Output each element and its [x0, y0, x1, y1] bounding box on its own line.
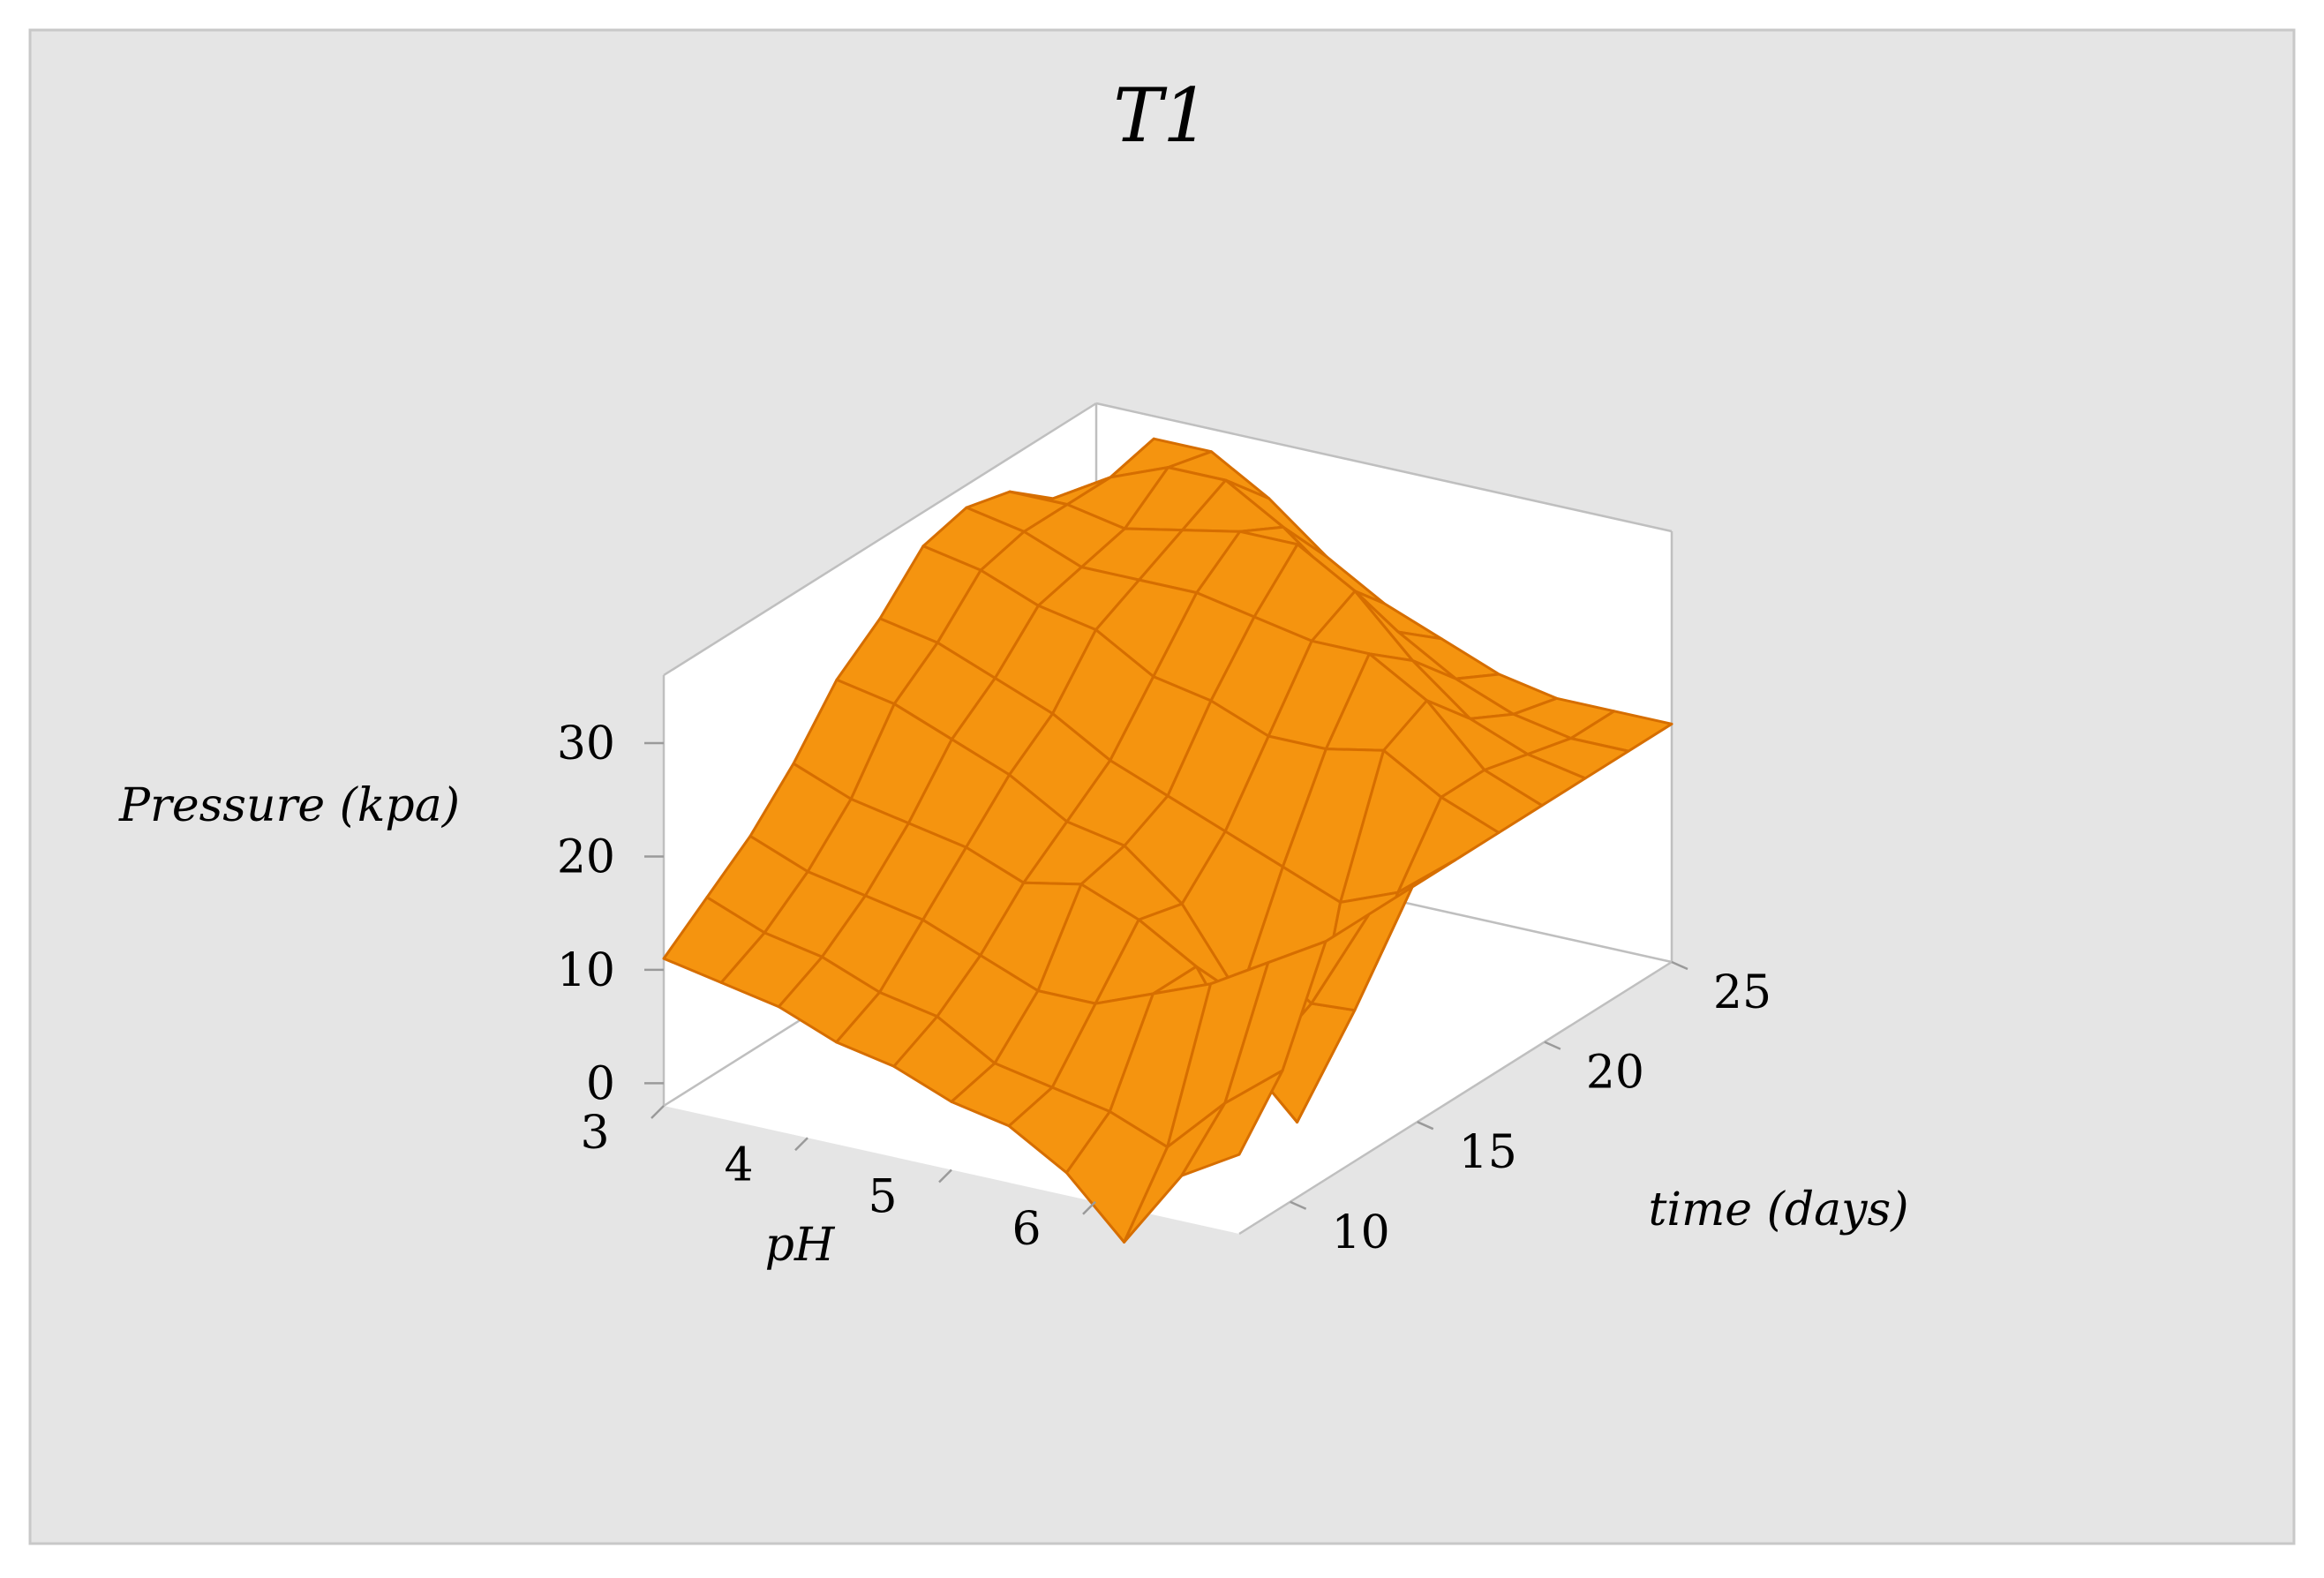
- x-tick: [938, 1168, 952, 1184]
- x-tick-label: 4: [724, 1138, 753, 1191]
- surface-patch: [1180, 1069, 1284, 1177]
- z-tick-label: 30: [557, 718, 615, 770]
- y-tick-label: 20: [1586, 1047, 1644, 1100]
- frame-edge-left-top: [663, 402, 1097, 677]
- x-tick-label: 6: [1012, 1203, 1041, 1256]
- x-tick-label: 5: [868, 1171, 897, 1224]
- z-axis-title: Pressure (kpa): [118, 779, 460, 832]
- y-tick: [1290, 1200, 1307, 1210]
- y-tick: [1417, 1121, 1434, 1131]
- surface-mesh: [662, 437, 1673, 1244]
- chart-title: T1: [1113, 72, 1209, 159]
- x-tick: [1082, 1200, 1096, 1215]
- y-tick: [1544, 1041, 1561, 1050]
- y-axis-title: time (days): [1648, 1184, 1908, 1236]
- x-tick: [651, 1105, 665, 1119]
- y-tick: [1671, 960, 1688, 971]
- y-tick-label: 10: [1332, 1206, 1390, 1259]
- y-tick-label: 25: [1713, 966, 1771, 1019]
- axes: 0 10 20 30 3 4 5 6 10 15 20 25: [557, 718, 1771, 1259]
- x-axis-title: pH: [765, 1219, 836, 1272]
- x-tick: [794, 1137, 809, 1152]
- z-tick-label: 20: [557, 830, 615, 883]
- z-tick-label: 10: [557, 944, 615, 997]
- frame-edge-back-top: [1095, 402, 1673, 533]
- x-tick-label: 3: [580, 1107, 609, 1160]
- y-tick-label: 15: [1459, 1126, 1517, 1179]
- z-tick-label: 0: [586, 1057, 615, 1110]
- frame-edge-floor-right: [1238, 960, 1673, 1236]
